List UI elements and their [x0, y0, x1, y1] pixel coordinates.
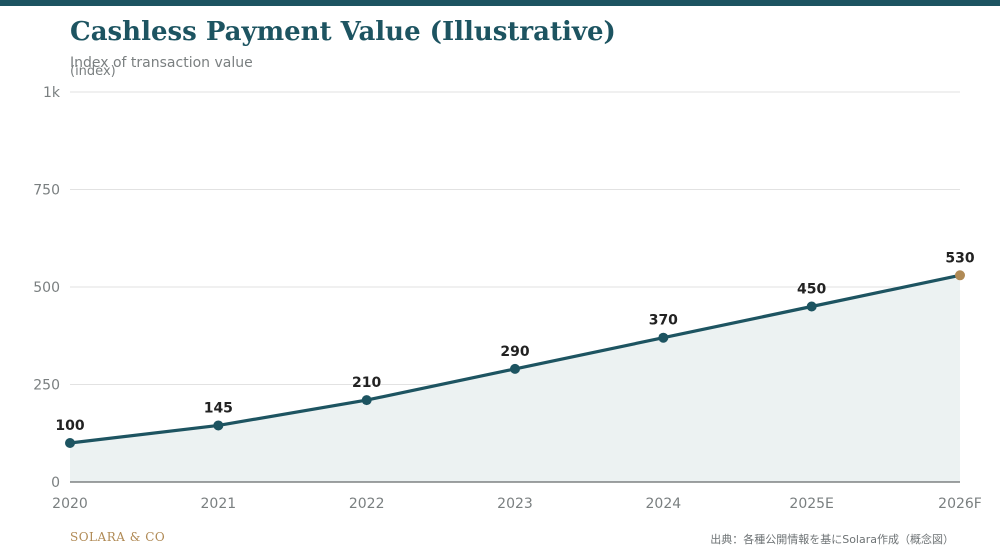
- x-tick-label: 2026F: [938, 496, 982, 512]
- chart-subtitle: Index of transaction value: [70, 55, 253, 71]
- x-tick-label: 2025E: [789, 496, 833, 512]
- data-point: [65, 438, 75, 448]
- data-point: [361, 395, 372, 406]
- data-point: [806, 301, 817, 312]
- data-point: [510, 363, 520, 374]
- y-tick-label: 0: [51, 475, 60, 491]
- data-points: [65, 270, 965, 448]
- data-label: 530: [945, 250, 974, 266]
- y-tick-label: 750: [33, 183, 60, 199]
- x-tick-label: 2022: [349, 496, 385, 512]
- data-point-forecast: [955, 270, 965, 281]
- data-labels: 100 145 210 290 370 450 530: [55, 250, 974, 434]
- source-note: 出典：各種公開情報を基にSolara作成（概念図）: [710, 533, 954, 546]
- y-tick-label: 1k: [43, 85, 61, 101]
- x-tick-label: 2021: [201, 496, 237, 512]
- data-label: 210: [352, 375, 381, 391]
- area-fill-layer: [70, 275, 960, 482]
- x-tick-label: 2024: [646, 496, 682, 512]
- data-label: 450: [797, 282, 826, 298]
- y-tick-label: 250: [33, 378, 60, 394]
- data-label: 145: [204, 400, 233, 416]
- chart-title: Cashless Payment Value (Illustrative): [70, 17, 616, 47]
- top-accent-bar: [0, 0, 1000, 6]
- data-label: 370: [649, 313, 678, 329]
- data-label: 290: [500, 344, 529, 360]
- x-tick-label: 2020: [52, 496, 88, 512]
- y-axis-label: (index): [70, 64, 116, 79]
- data-label: 100: [55, 418, 84, 434]
- brand-logo-text: SOLARA & CO: [70, 530, 166, 544]
- data-point: [658, 332, 669, 343]
- data-point: [213, 420, 224, 431]
- axes: 0 250 500 750 1k 2020 2021 2022 2023 2024 2025E 202…: [33, 85, 982, 512]
- grid-lines: [70, 91, 960, 385]
- x-tick-label: 2023: [497, 496, 533, 512]
- y-tick-label: 500: [33, 280, 60, 296]
- area-fill: [70, 275, 960, 482]
